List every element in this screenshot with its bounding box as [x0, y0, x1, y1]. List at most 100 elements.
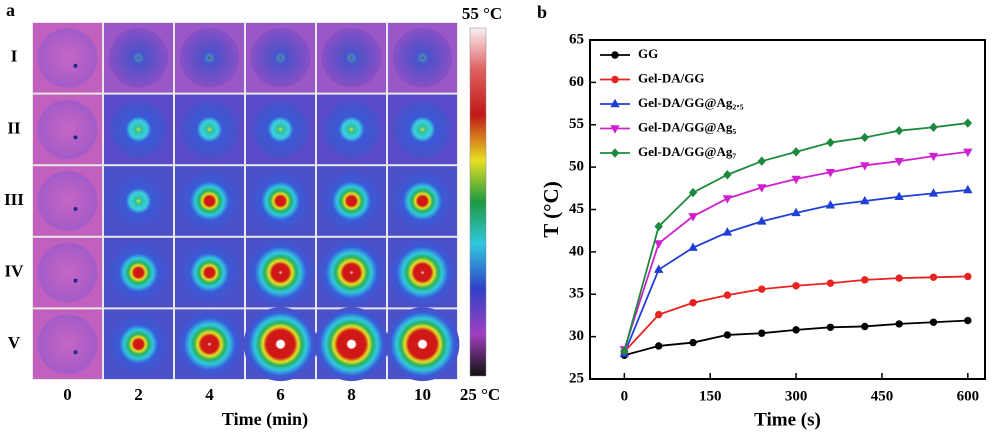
legend-marker [611, 51, 619, 59]
data-point [792, 282, 800, 290]
x-tick-label: 150 [699, 388, 722, 404]
data-point [963, 118, 973, 128]
data-point [826, 323, 835, 332]
sample-dot [73, 350, 78, 355]
legend-marker [610, 98, 620, 108]
column-label: 2 [134, 385, 143, 404]
x-axis-label: Time (min) [222, 409, 308, 430]
heat-spot [107, 241, 170, 304]
data-point [758, 329, 766, 337]
data-point [723, 291, 732, 299]
heat-spot [181, 100, 238, 158]
data-point [826, 279, 835, 287]
column-label: 4 [205, 385, 214, 404]
data-point [895, 320, 903, 328]
y-tick-label: 40 [569, 243, 584, 259]
data-point [825, 169, 836, 178]
legend-label: GG [638, 46, 658, 61]
heat-spot [108, 27, 169, 88]
colorbar-min: 25 °C [460, 385, 500, 404]
sample-dot [73, 278, 78, 283]
panel-label: b [537, 2, 547, 22]
legend-label: Gel-DA/GG@Ag₅ [638, 119, 736, 134]
line-chart: b 25 30 35 40 45 50 55 60 65 0 150 300 450 600 Time (s)… [537, 2, 986, 430]
row-label: I [11, 47, 18, 66]
data-point [758, 285, 766, 293]
heat-spot [178, 241, 241, 304]
y-tick-label: 35 [569, 286, 584, 302]
data-point [722, 195, 733, 204]
heat-spot [37, 314, 98, 375]
series-line [624, 319, 968, 357]
legend-label: Gel-DA/GG@Ag₇ [638, 144, 736, 159]
y-tick-label: 45 [569, 201, 584, 217]
row-label: II [7, 118, 21, 137]
data-point [791, 207, 801, 217]
data-point [928, 152, 939, 162]
data-point [964, 272, 972, 281]
heat-spot [323, 100, 380, 158]
heat-spot [321, 27, 382, 88]
column-label: 6 [276, 385, 285, 404]
colorbar [469, 27, 487, 377]
legend-marker [610, 148, 620, 158]
data-point [861, 276, 869, 284]
y-tick-label: 65 [569, 31, 584, 47]
heat-spot [179, 27, 240, 88]
data-point [620, 346, 629, 356]
column-label: 0 [63, 385, 72, 404]
data-point [654, 221, 663, 232]
heat-spot [249, 169, 312, 233]
column-label: 8 [347, 385, 356, 404]
heat-spot [385, 307, 460, 382]
x-axis-label: Time (s) [754, 409, 821, 430]
x-tick-label: 0 [621, 388, 629, 404]
heat-spot [394, 100, 451, 158]
sample-dot [73, 63, 78, 68]
y-tick-label: 30 [569, 328, 584, 344]
data-point [825, 200, 836, 209]
legend-marker [610, 125, 620, 134]
data-point [688, 187, 698, 198]
heat-spot [320, 169, 383, 233]
data-point [757, 184, 767, 193]
column-label: 10 [414, 385, 431, 404]
thermal-cells [33, 23, 460, 382]
data-point [757, 216, 767, 225]
y-tick-label: 50 [569, 159, 584, 175]
data-point [653, 240, 664, 249]
data-point [791, 175, 801, 185]
row-label: IV [5, 262, 25, 281]
plot-frame [589, 39, 986, 380]
data-point [894, 157, 904, 167]
colorbar-max: 55 °C [462, 4, 502, 23]
data-point [894, 125, 904, 136]
heat-spot [391, 169, 454, 233]
data-point [860, 132, 869, 143]
data-point [689, 299, 697, 307]
data-point [791, 147, 801, 157]
data-point [929, 273, 938, 281]
heat-spot [107, 312, 170, 376]
data-point [722, 227, 733, 236]
heat-spot [37, 27, 98, 88]
panel-label: a [6, 0, 15, 20]
data-point [963, 148, 973, 158]
data-point [861, 322, 869, 331]
data-point [757, 156, 766, 166]
data-point [964, 316, 972, 325]
sample-dot [73, 135, 78, 140]
heat-spot [246, 238, 315, 307]
legend-marker [611, 75, 619, 84]
data-point [860, 162, 870, 171]
heat-spot [250, 27, 311, 88]
x-tick-label: 600 [957, 388, 980, 404]
heat-spot [37, 171, 98, 231]
heat-spot [317, 238, 386, 307]
data-point [895, 274, 903, 282]
y-tick-label: 55 [569, 116, 584, 132]
data-point [654, 310, 663, 319]
data-point [653, 264, 664, 273]
data-point [723, 170, 732, 180]
